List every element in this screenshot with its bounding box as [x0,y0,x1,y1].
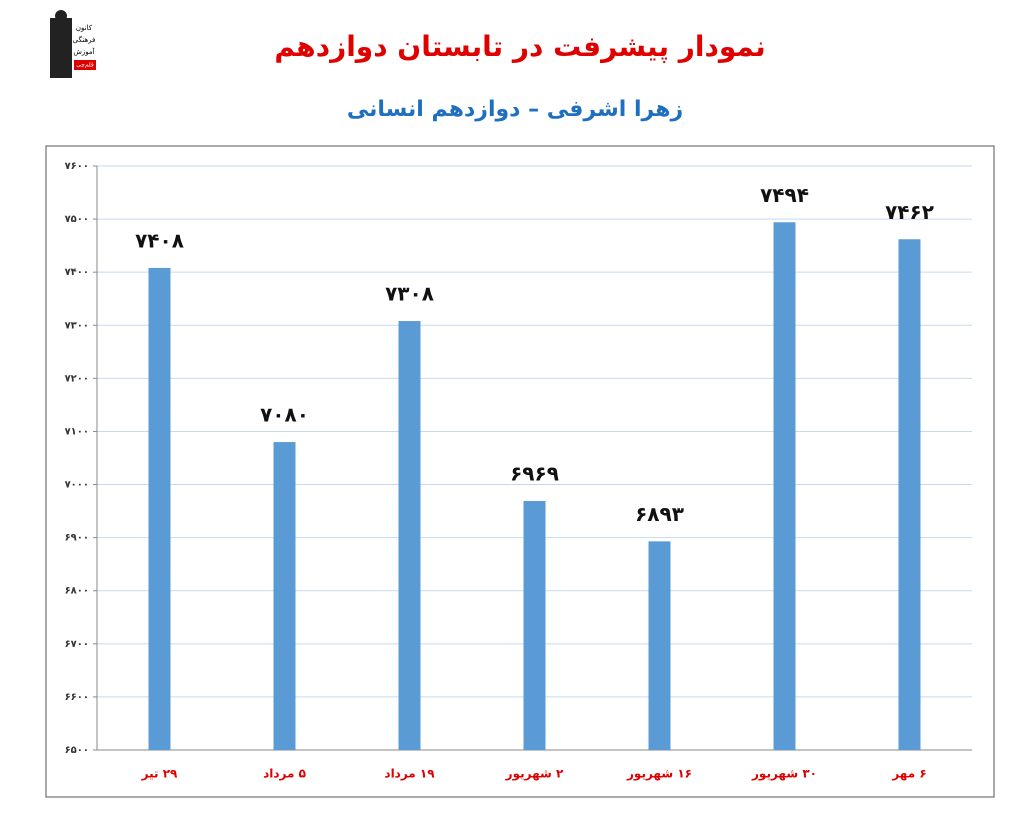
x-tick-label: ۲ شهریور [505,767,564,782]
y-tick-label: ۷۰۰۰ [65,480,89,491]
logo: کانون فرهنگی آموزش قلم‌چی [50,10,96,78]
logo-text: قلم‌چی [76,62,94,69]
y-tick-label: ۷۱۰۰ [65,426,89,437]
x-tick-label: ۳۰ شهریور [751,767,817,782]
y-tick-label: ۷۴۰۰ [65,267,89,278]
bar [648,541,671,750]
bar [523,501,546,750]
y-tick-label: ۶۹۰۰ [65,533,89,544]
value-label: ۶۹۶۹ [510,462,559,486]
x-tick-label: ۱۶ شهریور [626,767,692,782]
y-tick-label: ۶۶۰۰ [65,692,89,703]
bar [398,321,421,750]
value-label: ۶۸۹۳ [635,502,684,526]
value-label: ۷۴۹۴ [760,183,809,207]
value-label: ۷۴۰۸ [135,228,184,252]
bar [773,222,796,750]
logo-head [55,10,67,22]
y-tick-label: ۶۵۰۰ [65,745,89,756]
logo-text: کانون [76,24,93,32]
y-tick-label: ۶۷۰۰ [65,639,89,650]
logo-figure [50,18,72,78]
value-label: ۷۰۸۰ [260,403,309,427]
y-tick-label: ۶۸۰۰ [65,586,89,597]
x-tick-label: ۵ مرداد [263,767,306,781]
chart-title: نمودار پیشرفت در تابستان دوازدهم [274,30,765,63]
y-tick-label: ۷۳۰۰ [65,320,89,331]
value-label: ۷۴۶۲ [885,200,934,224]
x-tick-label: ۶ مهر [891,767,926,781]
bar [148,267,171,750]
bar [898,239,921,751]
logo-text: آموزش [73,47,95,56]
bar [273,442,296,750]
value-label: ۷۳۰۸ [385,282,434,306]
x-tick-label: ۲۹ تیر [141,767,178,781]
y-tick-label: ۷۲۰۰ [65,373,89,384]
chart-subtitle: زهرا اشرفی – دوازدهم انسانی [347,97,683,122]
y-tick-label: ۷۶۰۰ [65,161,89,172]
logo-badge [74,60,96,70]
y-tick-label: ۷۵۰۰ [65,214,89,225]
plot-frame [45,145,995,798]
x-tick-label: ۱۹ مرداد [384,767,435,781]
logo-text: فرهنگی [73,35,96,44]
